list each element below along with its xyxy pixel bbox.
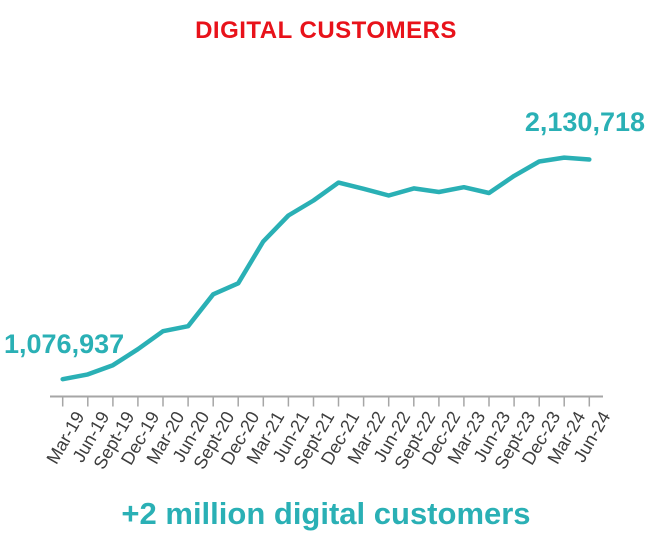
caption: +2 million digital customers: [121, 496, 531, 531]
x-axis-ticks: [61, 397, 591, 407]
end-value-label: 2,130,718: [524, 107, 645, 137]
start-value-label: 1,076,937: [4, 329, 125, 359]
digital-customers-line: [60, 155, 592, 382]
chart-title: DIGITAL CUSTOMERS: [195, 17, 457, 44]
